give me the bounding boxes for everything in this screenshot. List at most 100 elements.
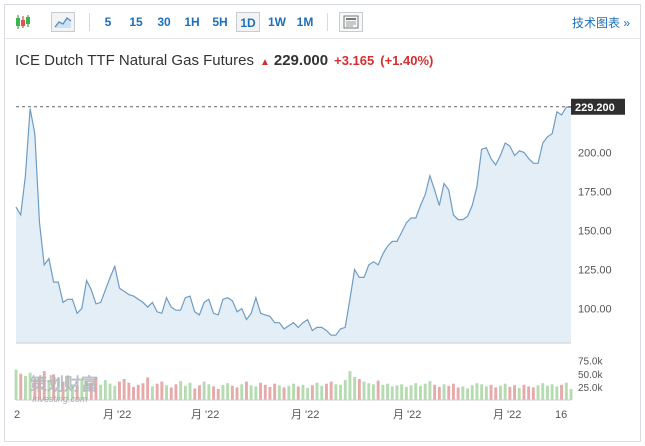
volume-bar [287, 385, 291, 400]
volume-bar [61, 381, 65, 400]
volume-bar [390, 386, 394, 400]
volume-bar [141, 383, 145, 400]
volume-bar [456, 387, 460, 400]
volume-bar [550, 384, 554, 401]
x-axis-tick: 月 '22 [291, 409, 319, 421]
volume-bar [292, 383, 295, 400]
volume-bar [376, 380, 380, 400]
volume-bar [122, 379, 126, 400]
volume-bar [24, 375, 27, 400]
volume-bar [80, 378, 84, 400]
volume-bar [259, 382, 262, 400]
timeframe-1m[interactable]: 1M [296, 15, 314, 29]
volume-bar [367, 383, 371, 400]
volume-bar [381, 384, 385, 400]
area-chart-icon[interactable] [51, 12, 75, 32]
volume-bar [221, 384, 225, 400]
tech-chart-link[interactable]: 技术图表 » [571, 16, 630, 30]
last-price: 229.000 [273, 52, 329, 69]
y-axis-tick: 150.00 [578, 226, 612, 238]
x-axis-tick: 月 '22 [191, 409, 219, 421]
volume-bar [484, 386, 488, 400]
volume-bar [52, 374, 56, 400]
volume-bar [151, 386, 154, 400]
volume-bar [513, 385, 516, 400]
volume-bar [395, 385, 399, 400]
volume-bar [442, 384, 446, 401]
volume-bar [315, 382, 319, 400]
timeframe-1d[interactable]: 1D [236, 12, 260, 32]
volume-bar [334, 384, 338, 401]
volume-bar [268, 386, 272, 400]
up-arrow-icon: ▲ [259, 57, 270, 68]
volume-bar [329, 381, 333, 400]
volume-bar [452, 383, 455, 400]
x-axis-tick: 月 '22 [493, 409, 521, 421]
volume-bar [56, 377, 60, 400]
volume-bar [127, 382, 131, 400]
volume-bar [546, 385, 549, 400]
volume-bar [564, 382, 568, 400]
volume-bar [28, 372, 32, 400]
timeframe-5h[interactable]: 5H [212, 15, 228, 29]
volume-bar [71, 384, 74, 401]
candlestick-icon[interactable] [13, 12, 33, 32]
volume-bar [118, 381, 121, 400]
volume-axis-tick: 50.0k [578, 370, 603, 381]
toolbar-divider [327, 13, 328, 31]
timeframe-5[interactable]: 5 [104, 15, 112, 29]
volume-bar [160, 381, 164, 400]
volume-bar [282, 387, 286, 400]
quote-header: ICE Dutch TTF Natural Gas Futures ▲ 229.… [15, 52, 433, 74]
toolbar-divider [89, 13, 90, 31]
volume-bar [541, 383, 545, 400]
volume-bar [216, 389, 220, 400]
volume-bar [136, 384, 140, 400]
last-price-tag: 229.200 [571, 98, 625, 115]
volume-bar [226, 383, 230, 400]
volume-bar [155, 383, 159, 400]
volume-bar [310, 385, 314, 400]
price-series-line [15, 106, 571, 336]
volume-bar [475, 383, 479, 400]
volume-bar [560, 384, 563, 400]
timeframe-30[interactable]: 30 [157, 15, 171, 29]
y-axis-tick: 125.00 [578, 265, 612, 277]
volume-bar [499, 385, 502, 400]
volume-bar [249, 385, 253, 400]
x-axis-tick: 16 [555, 409, 567, 421]
timeframe-15[interactable]: 15 [129, 15, 143, 29]
volume-bar [386, 383, 389, 400]
x-axis-tick: 2 [14, 409, 20, 421]
volume-bar [348, 371, 352, 400]
volume-bar [489, 384, 493, 400]
timeframe-1w[interactable]: 1W [268, 15, 286, 29]
volume-bar [531, 387, 535, 400]
x-axis-tick: 月 '22 [393, 409, 421, 421]
volume-bar [419, 385, 422, 400]
volume-bar [447, 385, 451, 400]
volume-bar [165, 385, 168, 400]
instrument-title: ICE Dutch TTF Natural Gas Futures [15, 52, 254, 69]
volume-bar [207, 384, 211, 401]
volume-bar [437, 386, 441, 400]
volume-bar [108, 383, 112, 400]
volume-bar [273, 383, 277, 400]
volume-bar [433, 384, 437, 400]
watermark: 策划财富 Investing.com [30, 374, 98, 404]
volume-axis-tick: 75.0k [578, 357, 603, 368]
volume-bar [113, 385, 117, 400]
volume-bar [99, 384, 103, 400]
volume-bar [353, 376, 357, 400]
volume-bar [339, 384, 342, 400]
timeframe-1h[interactable]: 1H [184, 15, 200, 29]
volume-bar [508, 386, 512, 400]
volume-bar [47, 380, 51, 400]
volume-axis-tick: 25.0k [578, 383, 603, 394]
news-panel-icon[interactable] [339, 12, 363, 32]
volume-bar [188, 382, 192, 400]
volume-bar [174, 384, 178, 401]
volume-bar [89, 382, 93, 400]
volume-bar [569, 389, 573, 400]
